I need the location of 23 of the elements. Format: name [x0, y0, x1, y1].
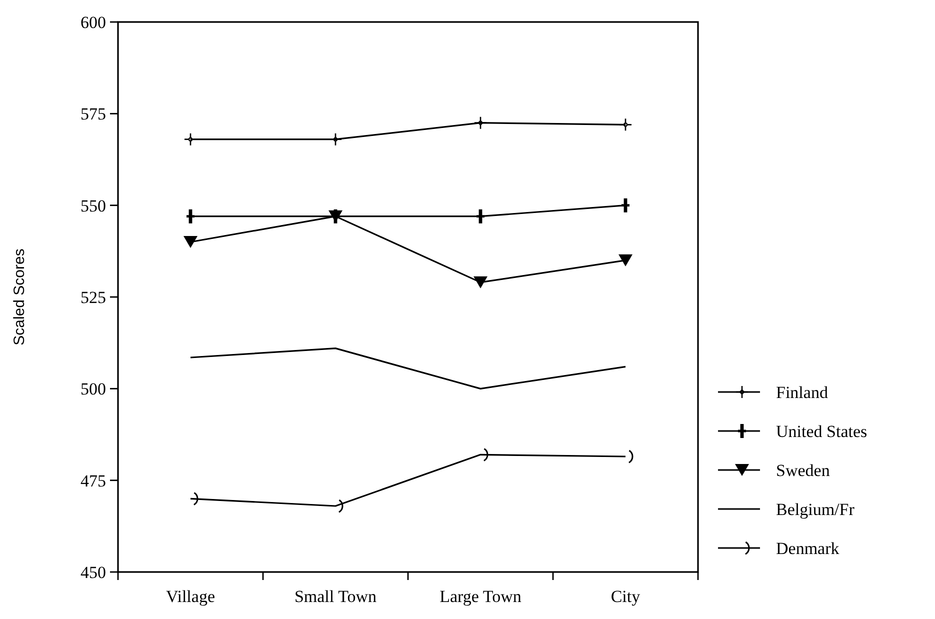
- y-tick-label: 475: [80, 471, 106, 490]
- y-tick-label: 575: [80, 104, 106, 124]
- x-tick-label: Large Town: [440, 587, 522, 606]
- y-tick-label: 550: [80, 196, 106, 216]
- legend-label: Sweden: [776, 460, 830, 480]
- legend-label: Belgium/Fr: [776, 500, 855, 519]
- y-tick-label: 600: [80, 12, 106, 32]
- y-tick-label: 525: [80, 288, 106, 307]
- legend-label: Finland: [776, 382, 828, 402]
- x-tick-label: Village: [166, 587, 216, 606]
- point: [618, 254, 632, 266]
- legend-label: United States: [776, 422, 868, 441]
- point: [474, 116, 488, 130]
- y-axis-title: Scaled Scores: [11, 248, 28, 346]
- point: [618, 118, 632, 132]
- y-tick-label: 500: [80, 380, 106, 399]
- x-tick-label: Small Town: [294, 587, 378, 606]
- point: [184, 236, 198, 248]
- x-tick-label: City: [610, 587, 641, 606]
- y-tick-label: 450: [80, 562, 106, 582]
- line-series: [190, 348, 626, 390]
- legend-label: Denmark: [776, 538, 840, 558]
- point: [474, 276, 488, 288]
